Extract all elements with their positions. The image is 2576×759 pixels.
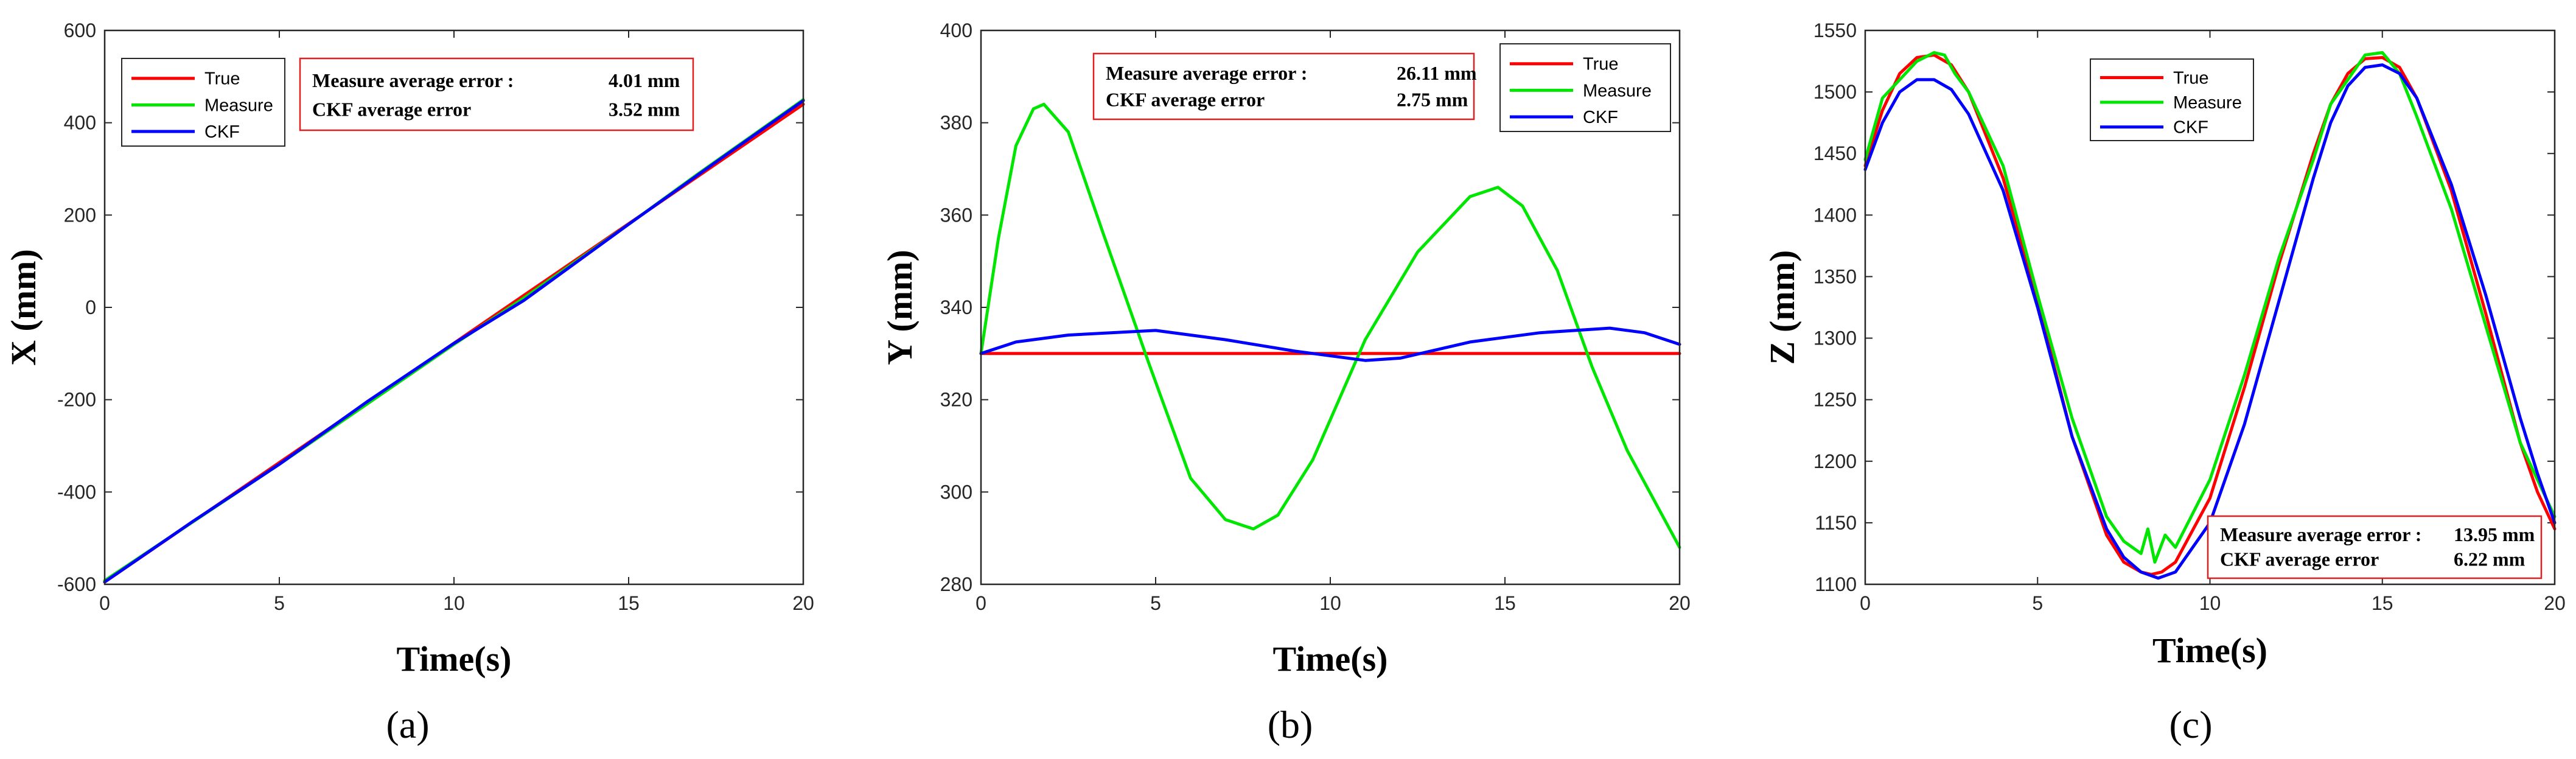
x-tick-label: 0 xyxy=(99,592,110,614)
error-annotation-c: Measure average error : 13.95 mm CKF avera… xyxy=(2207,515,2543,579)
chart-panel-b: 0 5 10 15 20 280 300 320 340 360 380 400 True Measure… xyxy=(880,19,1691,746)
y-tick-label: 300 xyxy=(940,481,972,503)
legend-entry-ckf: CKF xyxy=(2173,118,2208,138)
ckf-error-value: 2.75 mm xyxy=(1397,88,1468,110)
y-axis-label-c: Z (mm) xyxy=(1762,250,1802,365)
error-annotation-a: Measure average error : 4.01 mm CKF averag… xyxy=(299,57,694,131)
x-axis-label-b: Time(s) xyxy=(1272,639,1387,679)
x-tick-label: 20 xyxy=(2544,592,2566,614)
measure-error-value: 4.01 mm xyxy=(609,69,680,91)
ckf-error-label: CKF average error xyxy=(312,98,471,120)
y-tick-label: 1450 xyxy=(1813,142,1857,164)
x-tick-label: 10 xyxy=(443,592,465,614)
ckf-error-value: 6.22 mm xyxy=(2454,548,2525,570)
x-axis-label-c: Time(s) xyxy=(2152,631,2267,670)
y-tick-label: 320 xyxy=(940,389,972,411)
legend-entry-measure: Measure xyxy=(2173,93,2242,113)
legend-entry-ckf: CKF xyxy=(1583,108,1618,127)
panel-caption-c: (c) xyxy=(2169,703,2212,746)
y-tick-label: 0 xyxy=(85,296,96,318)
x-tick-label: 5 xyxy=(2032,592,2043,614)
chart-panel-a: 0 5 10 15 20 -600 -400 -200 0 200 400 600 True Measur… xyxy=(4,19,814,746)
measure-error-label: Measure average error : xyxy=(2220,523,2421,545)
y-tick-label: 1350 xyxy=(1813,265,1857,287)
x-tick-label: 15 xyxy=(2372,592,2393,614)
y-tick-label: 1100 xyxy=(1815,573,1857,595)
series-line-ckf-c xyxy=(1863,63,2557,580)
y-axis-label-b: Y (mm) xyxy=(880,250,920,365)
chart-panel-c: 0 5 10 15 20 1100 1150 1200 1250 1300 1350 1400 1450… xyxy=(1762,19,2566,746)
legend-c: True Measure CKF xyxy=(2090,58,2254,141)
measure-error-label: Measure average error : xyxy=(1106,62,1307,84)
ckf-error-label: CKF average error xyxy=(2220,548,2379,570)
error-annotation-box xyxy=(299,57,694,131)
x-tick-label: 0 xyxy=(976,592,986,614)
y-tick-label: 400 xyxy=(940,19,972,41)
legend-a: True Measure CKF xyxy=(121,58,285,147)
x-tick-label: 20 xyxy=(792,592,814,614)
y-tick-label: -400 xyxy=(57,481,96,503)
y-tick-label: 1200 xyxy=(1813,450,1857,472)
legend-entry-true: True xyxy=(2173,68,2209,88)
error-annotation-b: Measure average error : 26.11 mm CKF avera… xyxy=(1092,52,1477,121)
series-line-ckf-a xyxy=(103,99,805,584)
x-tick-label: 0 xyxy=(1860,592,1871,614)
axes-frame-b xyxy=(980,29,1681,586)
y-tick-label: 600 xyxy=(64,19,96,41)
x-tick-label: 5 xyxy=(1150,592,1161,614)
y-tick-label: 1400 xyxy=(1813,204,1857,226)
x-tick-label: 15 xyxy=(618,592,640,614)
error-annotation-box xyxy=(1092,52,1475,121)
measure-error-label: Measure average error : xyxy=(312,69,514,91)
y-tick-label: 1250 xyxy=(1813,389,1857,411)
y-tick-label: 1500 xyxy=(1813,81,1857,103)
y-axis-label-a: X (mm) xyxy=(4,249,43,366)
x-axis-label-a: Time(s) xyxy=(396,639,511,679)
y-tick-label: 1300 xyxy=(1813,327,1857,349)
legend-entry-measure: Measure xyxy=(204,96,273,115)
panel-caption-a: (a) xyxy=(386,703,429,746)
measure-error-value: 13.95 mm xyxy=(2454,523,2535,545)
ckf-error-label: CKF average error xyxy=(1106,88,1265,110)
x-tick-label: 20 xyxy=(1669,592,1691,614)
axes-frame-a xyxy=(103,29,805,586)
legend-entry-ckf: CKF xyxy=(204,122,240,142)
x-tick-label: 5 xyxy=(274,592,285,614)
measure-error-value: 26.11 mm xyxy=(1397,62,1477,84)
x-tick-label: 10 xyxy=(2199,592,2221,614)
error-annotation-box xyxy=(2207,515,2543,579)
panel-caption-b: (b) xyxy=(1268,703,1313,746)
legend-entry-true: True xyxy=(204,69,240,89)
y-tick-label: 280 xyxy=(940,573,972,595)
x-tick-label: 10 xyxy=(1319,592,1341,614)
y-tick-label: 340 xyxy=(940,296,972,318)
series-line-measure-b xyxy=(979,102,1681,549)
y-tick-label: 360 xyxy=(940,204,972,226)
series-line-ckf-b xyxy=(979,326,1681,362)
y-tick-label: 400 xyxy=(64,112,96,134)
legend-entry-true: True xyxy=(1583,55,1619,74)
y-tick-label: -200 xyxy=(57,389,96,411)
legend-entry-measure: Measure xyxy=(1583,81,1652,100)
x-tick-label: 15 xyxy=(1494,592,1516,614)
ckf-error-value: 3.52 mm xyxy=(609,98,680,120)
y-tick-label: 200 xyxy=(64,204,96,226)
y-tick-label: 1550 xyxy=(1813,19,1857,41)
y-tick-label: 380 xyxy=(940,112,972,134)
y-tick-label: -600 xyxy=(57,573,96,595)
y-tick-label: 1150 xyxy=(1815,512,1857,534)
axes-frame-c xyxy=(1864,29,2556,586)
series-line-measure-c xyxy=(1863,51,2557,564)
legend-b: True Measure CKF xyxy=(1499,43,1671,132)
